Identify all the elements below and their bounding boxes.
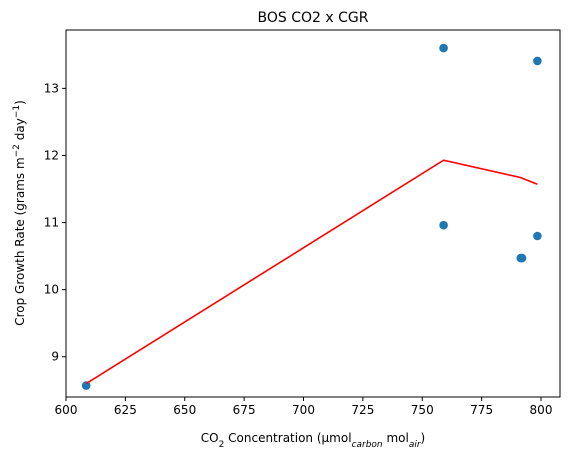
x-tick-label: 675 <box>233 403 256 417</box>
x-tick-label: 800 <box>530 403 553 417</box>
x-axis-label-sub1: 2 <box>219 440 225 450</box>
y-axis-label-prefix: Crop Growth Rate (grams m <box>13 157 27 325</box>
y-axis-label-middle: day <box>13 118 27 144</box>
y-tick-label: 13 <box>44 81 59 95</box>
y-tick-label: 12 <box>44 148 59 162</box>
chart-title: BOS CO2 x CGR <box>258 10 369 26</box>
y-axis-label-suffix: ) <box>13 100 27 105</box>
x-axis-label: CO2 Concentration (μmolcarbon molair) <box>201 431 425 450</box>
y-tick-label: 9 <box>51 350 59 364</box>
data-point-0-6 <box>533 231 542 241</box>
y-axis-label: Crop Growth Rate (grams m−2 day−1) <box>12 100 27 326</box>
x-tick-label: 725 <box>351 403 374 417</box>
data-point-0-2 <box>439 220 448 230</box>
x-axis-label-middle2: mol <box>383 431 409 445</box>
data-point-0-1 <box>439 43 448 53</box>
y-axis-label-sup2: −1 <box>12 105 22 118</box>
x-axis-label-sub3: air <box>409 440 422 450</box>
x-tick-label: 650 <box>173 403 196 417</box>
x-tick-label: 600 <box>55 403 78 417</box>
data-point-0-4 <box>517 253 527 263</box>
plot-area <box>81 43 542 390</box>
y-axis: 9 10 11 12 13 <box>44 81 66 364</box>
y-axis-label-sup1: −2 <box>12 144 22 157</box>
x-axis: 600 625 650 675 700 725 750 775 800 <box>55 397 553 417</box>
x-tick-label: 700 <box>292 403 315 417</box>
y-tick-label: 11 <box>44 216 59 230</box>
x-axis-label-middle: Concentration (μmol <box>224 431 351 445</box>
x-axis-label-sub2: carbon <box>352 440 383 450</box>
data-point-0-0 <box>81 381 91 390</box>
trend-line-1 <box>85 159 538 385</box>
x-axis-label-prefix: CO <box>201 431 219 445</box>
x-tick-label: 775 <box>470 403 493 417</box>
x-axis-label-suffix: ) <box>421 431 426 445</box>
y-tick-label: 10 <box>44 283 59 297</box>
plot-frame <box>65 29 561 398</box>
data-point-0-5 <box>533 56 542 66</box>
x-tick-label: 750 <box>411 403 434 417</box>
x-tick-label: 625 <box>114 403 137 417</box>
